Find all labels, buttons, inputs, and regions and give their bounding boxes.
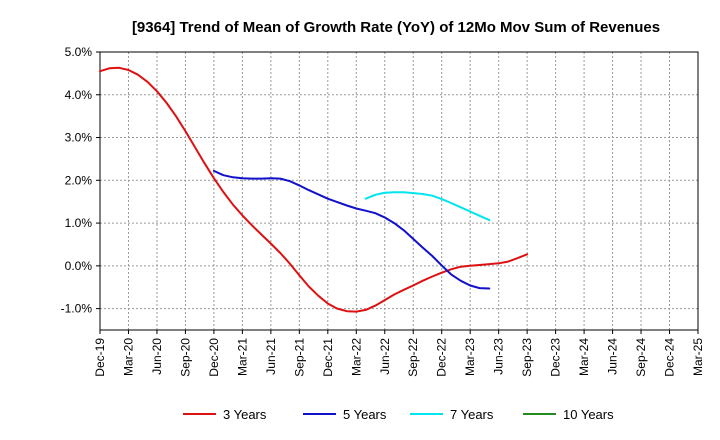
legend-label: 10 Years xyxy=(563,407,614,422)
y-axis: -1.0% 0.0% 1.0% 2.0% 3.0% 4.0% 5.0% xyxy=(61,45,100,316)
y-tick-label: 0.0% xyxy=(65,259,93,273)
y-tick-label: 3.0% xyxy=(65,131,93,145)
x-tick-label: Dec-19 xyxy=(93,338,107,377)
y-tick-label: 4.0% xyxy=(65,88,93,102)
y-tick-label: -1.0% xyxy=(61,302,93,316)
x-tick-label: Dec-23 xyxy=(549,338,563,377)
x-tick-label: Dec-24 xyxy=(663,338,677,377)
x-tick-label: Jun-21 xyxy=(264,338,278,375)
series-line-3-years xyxy=(99,66,529,313)
legend-label: 5 Years xyxy=(343,407,387,422)
series-layer xyxy=(99,66,529,313)
x-tick-label: Mar-21 xyxy=(235,338,249,376)
series-line-7-years xyxy=(364,191,491,222)
x-tick-label: Mar-24 xyxy=(577,338,591,376)
y-tick-label: 2.0% xyxy=(65,173,93,187)
x-tick-label: Dec-21 xyxy=(321,338,335,377)
series-line-5-years xyxy=(212,169,491,290)
x-tick-label: Dec-20 xyxy=(207,338,221,377)
x-tick-label: Mar-20 xyxy=(121,338,135,376)
x-tick-label: Sep-21 xyxy=(292,338,306,377)
chart-title: [9364] Trend of Mean of Growth Rate (YoY… xyxy=(132,19,660,36)
legend-label: 7 Years xyxy=(450,407,494,422)
x-tick-label: Jun-23 xyxy=(492,338,506,375)
x-tick-label: Mar-22 xyxy=(349,338,363,376)
x-tick-label: Mar-25 xyxy=(691,338,705,376)
x-tick-label: Jun-22 xyxy=(378,338,392,375)
x-tick-label: Sep-22 xyxy=(406,338,420,377)
x-tick-label: Mar-23 xyxy=(463,338,477,376)
legend: 3 Years 5 Years 7 Years 10 Years xyxy=(183,407,614,422)
legend-label: 3 Years xyxy=(223,407,267,422)
x-tick-label: Dec-22 xyxy=(435,338,449,377)
y-tick-label: 1.0% xyxy=(65,216,93,230)
x-tick-label: Sep-23 xyxy=(520,338,534,377)
x-axis: Dec-19 Mar-20 Jun-20 Sep-20 Dec-20 Mar-21 Jun-… xyxy=(93,330,705,377)
grid xyxy=(100,51,698,330)
x-tick-label: Sep-20 xyxy=(178,338,192,377)
y-tick-label: 5.0% xyxy=(65,45,93,59)
x-tick-label: Jun-24 xyxy=(606,338,620,375)
plot-area xyxy=(99,51,699,331)
x-tick-label: Sep-24 xyxy=(634,338,648,377)
x-tick-label: Jun-20 xyxy=(150,338,164,375)
